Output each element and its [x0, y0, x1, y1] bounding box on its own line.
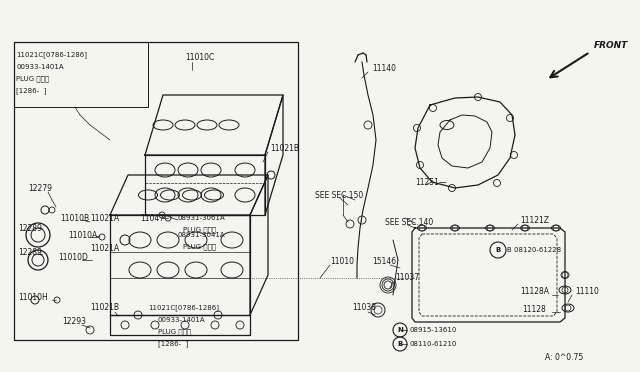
Text: 08931-3041A: 08931-3041A	[178, 232, 226, 238]
Bar	[14, 42, 148, 107]
Text: 11021B: 11021B	[90, 304, 119, 312]
Text: B 08120-61228: B 08120-61228	[507, 247, 561, 253]
Text: 12289: 12289	[18, 224, 42, 232]
Text: 11128: 11128	[522, 305, 546, 314]
Text: 12279: 12279	[28, 183, 52, 192]
Text: FRONT: FRONT	[594, 41, 628, 50]
Text: 11021B: 11021B	[270, 144, 299, 153]
Text: [1286-  ]: [1286- ]	[16, 88, 46, 94]
Text: 11121Z: 11121Z	[520, 215, 549, 224]
Text: N: N	[397, 327, 403, 333]
Text: PLUG ブラグ: PLUG ブラグ	[16, 76, 49, 82]
Text: 11010B: 11010B	[60, 214, 89, 222]
Text: 11010D: 11010D	[58, 253, 88, 263]
Text: SEE SEC.150: SEE SEC.150	[315, 190, 364, 199]
Text: 11038: 11038	[352, 304, 376, 312]
Text: 11037: 11037	[395, 273, 419, 282]
Text: 11021A: 11021A	[90, 214, 119, 222]
Text: 00933-1401A: 00933-1401A	[16, 64, 63, 70]
Text: 00933-1401A: 00933-1401A	[158, 317, 205, 323]
Text: 11021C[0786-1286]: 11021C[0786-1286]	[16, 52, 87, 58]
Bar	[14, 42, 298, 340]
Text: 11047: 11047	[140, 214, 164, 222]
Text: PLUG ブラグ: PLUG ブラグ	[158, 329, 191, 335]
Text: PLUG ブラグ: PLUG ブラグ	[183, 244, 216, 250]
Text: [1286-  ]: [1286- ]	[158, 341, 188, 347]
Text: B: B	[495, 247, 500, 253]
Text: SEE SEC.140: SEE SEC.140	[385, 218, 433, 227]
Text: 11251—: 11251—	[415, 177, 447, 186]
Text: 15146: 15146	[372, 257, 396, 266]
Text: 11140: 11140	[372, 64, 396, 73]
Text: ─: ─	[95, 234, 99, 240]
Text: 08915-13610: 08915-13610	[410, 327, 458, 333]
Text: 11110: 11110	[575, 288, 599, 296]
Text: 11021A: 11021A	[90, 244, 119, 253]
Text: 11010H: 11010H	[18, 294, 48, 302]
Text: 11021C[0786-1286]: 11021C[0786-1286]	[148, 305, 219, 311]
Text: 11010A: 11010A	[68, 231, 97, 240]
Text: PLUG ブラグ: PLUG ブラグ	[183, 227, 216, 233]
Text: 11010C: 11010C	[185, 52, 214, 61]
Text: 08931-3061A: 08931-3061A	[178, 215, 226, 221]
Text: B: B	[397, 341, 403, 347]
Text: 12293: 12293	[62, 317, 86, 327]
Text: 12289: 12289	[18, 247, 42, 257]
Text: 11010: 11010	[330, 257, 354, 266]
Text: A: 0^0.75: A: 0^0.75	[545, 353, 583, 362]
Text: 11128A: 11128A	[520, 288, 549, 296]
Text: 08110-61210: 08110-61210	[410, 341, 458, 347]
